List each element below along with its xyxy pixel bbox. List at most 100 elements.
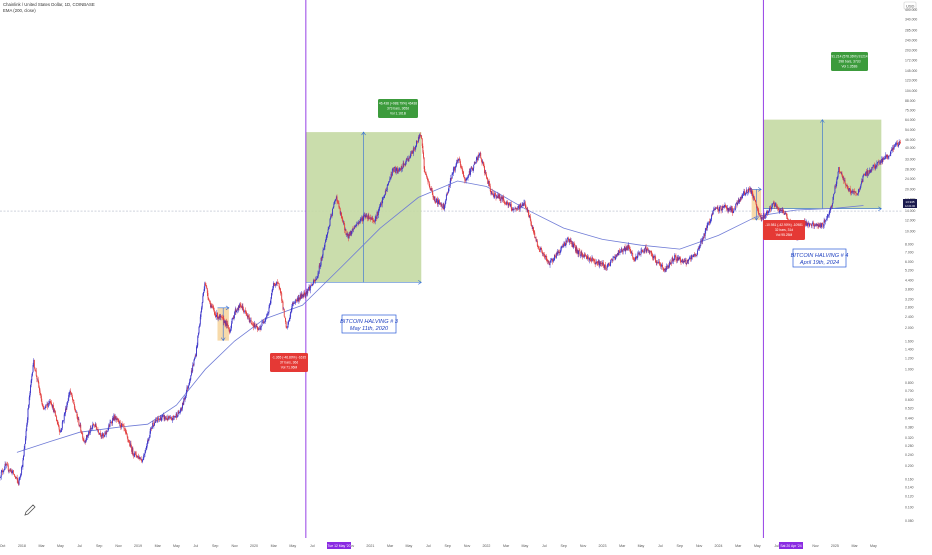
candle-body [493, 194, 494, 197]
measure-label-3[interactable]: -10.981 (-42.90%) -10981 32 bars, 31d Vo… [763, 220, 805, 240]
candle-body [388, 183, 389, 185]
candle-body [13, 470, 14, 474]
candle-body [461, 165, 462, 168]
candle-body [213, 306, 214, 308]
candle-body [405, 162, 406, 165]
candle-body [337, 202, 338, 203]
candle-body [41, 396, 42, 402]
halving4-date-tag[interactable]: Sat 20 Apr '24 [779, 542, 803, 549]
candle-body [344, 221, 345, 224]
candle-body [162, 415, 163, 417]
candle-body [775, 205, 776, 207]
candle-body [26, 431, 27, 439]
candle-body [97, 429, 98, 430]
measure-label-1[interactable]: -1.365 (-46.80%) -1635 37 bars, 36d Vol … [270, 353, 308, 372]
candle-body [359, 221, 360, 222]
candle-body [59, 430, 60, 433]
candle-body [64, 415, 65, 421]
candle-body [23, 456, 24, 460]
candle-body [125, 429, 126, 431]
indicator-title[interactable]: EMA (200, close) [3, 8, 36, 13]
candle-body [356, 224, 357, 226]
y-tick-label: 0.240 [905, 453, 914, 457]
candle-body [528, 210, 529, 215]
candle-body [50, 402, 51, 403]
candle-body [897, 143, 898, 144]
candle-body [246, 312, 247, 313]
x-tick-label: May [522, 544, 529, 548]
candle-body [313, 280, 314, 283]
candle-body [651, 251, 652, 253]
candle-body [680, 258, 681, 262]
y-tick-label: 0.280 [905, 444, 914, 448]
candle-body [126, 432, 127, 434]
candle-body [392, 169, 393, 175]
candle-body [296, 300, 297, 301]
candle-body [277, 282, 278, 283]
candle-body [433, 195, 434, 197]
candle-body [333, 207, 334, 208]
candle-body [424, 169, 425, 172]
candle-body [321, 258, 322, 265]
candle-body [270, 299, 271, 304]
halving3-annotation[interactable]: BITCOIN HALVING # 3 May 11th, 2020 [340, 315, 399, 333]
candle-body [19, 478, 20, 479]
measure-label-4[interactable]: 91.214 (578.36%) 91214 398 bars, 372d Vo… [831, 52, 868, 71]
x-tick-label: Jul [774, 544, 779, 548]
candle-body [525, 205, 526, 207]
candle-body [387, 184, 388, 185]
candle-body [495, 193, 496, 194]
candle-body [681, 261, 682, 262]
candle-body [489, 184, 490, 186]
x-tick-label: Mar [619, 544, 626, 548]
candle-body [417, 141, 418, 142]
candle-body [322, 255, 323, 258]
candle-body [161, 418, 162, 421]
candle-body [271, 293, 272, 299]
y-tick-label: 2.800 [905, 306, 914, 310]
y-tick-label: 3.200 [905, 298, 914, 302]
halving4-annotation[interactable]: BITCOIN HALVING # 4 April 19th, 2024 [791, 249, 849, 267]
candle-body [257, 327, 258, 330]
y-tick-label: 75.000 [905, 108, 915, 112]
candle-body [43, 406, 44, 408]
x-tick-label: Sep [96, 544, 102, 548]
current-price-tag[interactable]: 13.945 12:21:00 [903, 199, 917, 208]
candle-body [833, 197, 834, 204]
candle-body [373, 220, 374, 221]
candle-body [761, 218, 762, 219]
halving3-date-tag-label: Tue 12 May '20 [327, 544, 350, 548]
candle-body [202, 303, 203, 308]
symbol-title[interactable]: Chainlink / United States Dollar, 1D, CO… [3, 2, 95, 7]
candle-body [399, 169, 400, 171]
halving3-date-tag[interactable]: Tue 12 May '20 [327, 542, 351, 549]
candle-body [143, 455, 144, 460]
halving4-date: April 19th, 2024 [799, 260, 839, 266]
candle-body [415, 146, 416, 147]
measure-label-2-bars: 373 bars, 365d [387, 107, 409, 111]
y-tick-label: 0.160 [905, 477, 914, 481]
x-tick-label: May [405, 544, 412, 548]
candle-body [304, 293, 305, 295]
candle-body [194, 358, 195, 360]
candle-body [758, 210, 759, 214]
candle-body [696, 255, 697, 256]
candle-body [21, 467, 22, 473]
candle-body [12, 471, 13, 473]
candle-body [485, 172, 486, 174]
measure-label-1-change: -1.365 (-46.80%) -1635 [272, 356, 306, 360]
y-tick-label: 3.800 [905, 287, 914, 291]
candle-body [236, 311, 237, 313]
measure-label-2[interactable]: 46.438 (+988.79%) 46438 373 bars, 365d V… [378, 99, 418, 118]
candle-body [766, 213, 767, 215]
candle-body [565, 245, 566, 246]
candle-body [328, 229, 329, 232]
candle-body [733, 212, 734, 213]
candle-body [66, 405, 67, 410]
candle-body [142, 460, 143, 462]
candle-body [280, 288, 281, 293]
candle-body [588, 256, 589, 258]
candle-body [765, 215, 766, 216]
candle-body [80, 425, 81, 432]
